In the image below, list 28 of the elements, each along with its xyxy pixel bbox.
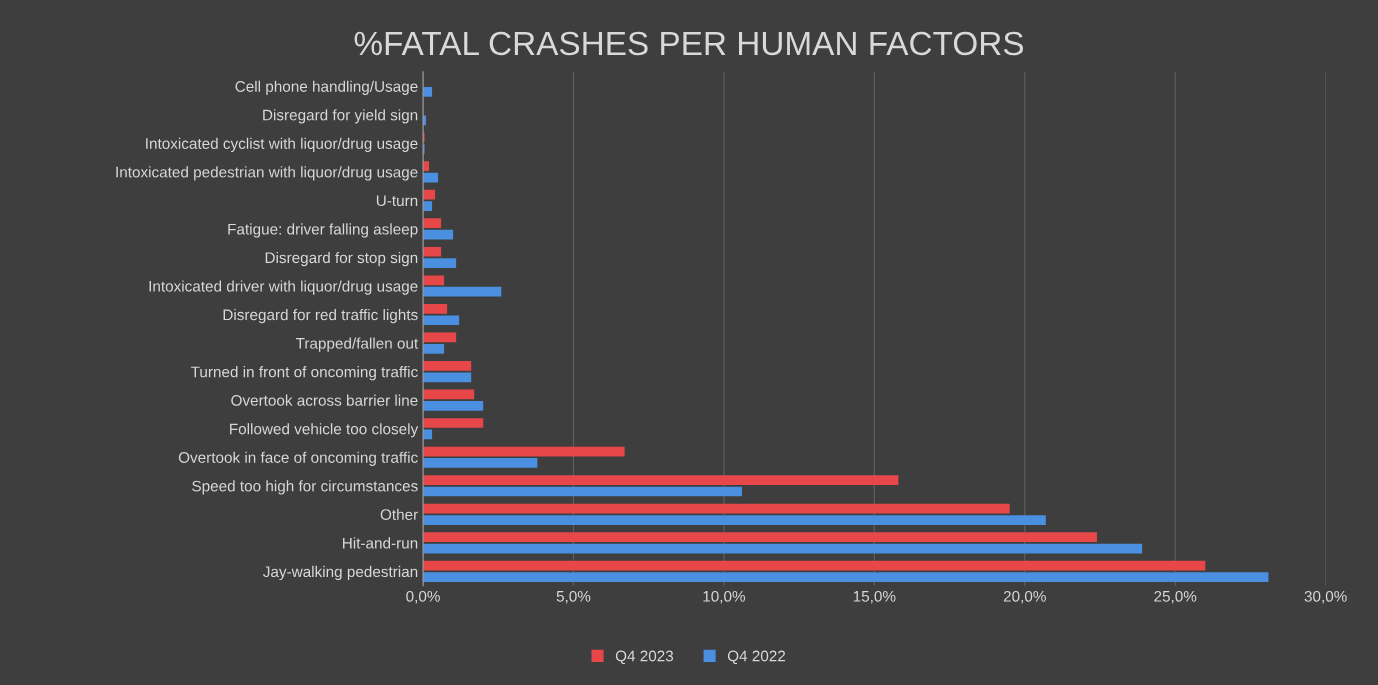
y-tick-label: U-turn — [376, 195, 418, 207]
x-tick-label: 15,0% — [853, 590, 896, 604]
legend-label: Q4 2023 — [615, 650, 674, 665]
y-tick-label: Jay-walking pedestrian — [263, 565, 418, 581]
y-tick-label: Cell phone handling/Usage — [235, 80, 418, 95]
y-tick-label: Hit-and-run — [343, 537, 418, 549]
y-tick-label: Intoxicated pedestrian with liquor/drug usage — [116, 166, 418, 181]
y-tick-label: Overtook across barrier line — [231, 394, 418, 406]
x-tick-label: 10,0% — [703, 590, 746, 604]
y-tick-label: Other — [380, 508, 418, 521]
legend-label: Q4 2022 — [727, 650, 786, 665]
x-tick-label: 30,0% — [1304, 590, 1347, 604]
x-tick-label: 20,0% — [1003, 590, 1046, 604]
y-tick-label: Speed too high for circumstances — [192, 480, 418, 495]
y-tick-label: Fatigue: driver falling asleep — [228, 223, 418, 238]
y-tick-label: Intoxicated driver with liquor/drug usage — [149, 280, 418, 295]
y-tick-label: Trapped/fallen out — [295, 337, 419, 352]
x-tick-label: 25,0% — [1154, 590, 1197, 604]
x-tick-label: 5,0% — [556, 590, 591, 604]
y-tick-label: Disregard for stop sign — [265, 251, 418, 267]
y-tick-label: Followed vehicle too closely — [230, 423, 419, 438]
y-tick-label: Disregard for yield sign — [263, 109, 418, 124]
y-tick-label: Turned in front of oncoming traffic — [190, 366, 418, 381]
y-tick-label: Disregard for red traffic lights — [223, 308, 418, 324]
chart-title: %FATAL CRASHES PER HUMAN FACTORS — [354, 31, 1024, 56]
y-tick-label: Intoxicated cyclist with liquor/drug usage — [146, 137, 418, 152]
x-tick-label: 0,0% — [406, 590, 440, 604]
y-tick-label: Overtook in face of oncoming traffic — [178, 451, 418, 466]
